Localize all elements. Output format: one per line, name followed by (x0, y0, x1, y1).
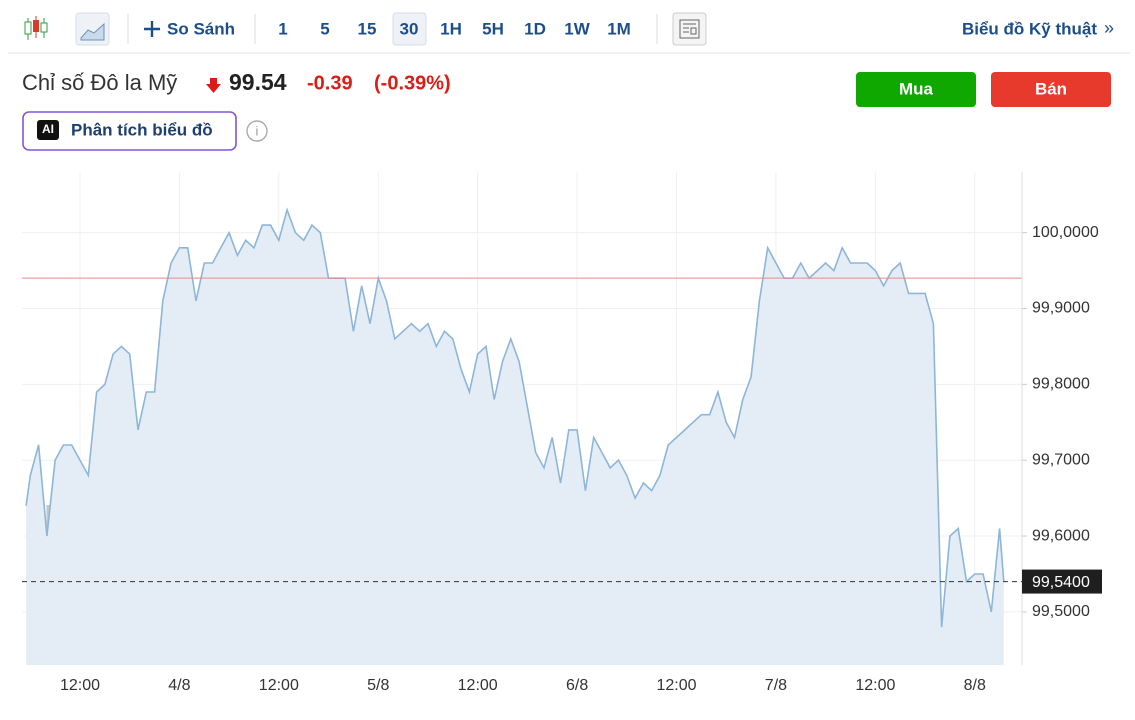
compare-button[interactable]: So Sánh (167, 19, 235, 38)
ai-button-label: Phân tích biểu đồ (71, 120, 213, 139)
interval-button[interactable]: 5H (482, 19, 504, 38)
buy-label: Mua (899, 79, 934, 98)
y-tick-label: 99,6000 (1032, 527, 1090, 544)
x-tick-label: 12:00 (656, 677, 696, 694)
news-icon-shape (679, 19, 700, 39)
interval-button[interactable]: 30 (400, 19, 419, 38)
x-tick-label: 12:00 (855, 677, 895, 694)
down-arrow (206, 78, 221, 93)
last-price-box (1022, 569, 1102, 594)
selected-interval (392, 12, 427, 46)
y-tick-label: 99,8000 (1032, 376, 1090, 393)
x-tick-label: 8/8 (964, 677, 986, 694)
x-tick-label: 12:00 (259, 677, 299, 694)
candle-icon[interactable] (24, 16, 48, 40)
sell-button[interactable] (991, 72, 1111, 107)
price-line (25, 207, 1005, 628)
plus-icon[interactable] (144, 21, 160, 37)
info-icon-text: i (256, 123, 259, 138)
info-icon[interactable] (246, 120, 268, 142)
change: -0.39 (307, 72, 353, 94)
x-tick-label: 12:00 (60, 677, 100, 694)
last-price-label: 99,5400 (1032, 574, 1090, 591)
x-tick-label: 7/8 (765, 677, 787, 694)
interval-button[interactable]: 1H (440, 19, 462, 38)
sell-label: Bán (1035, 79, 1067, 98)
y-tick-label: 99,7000 (1032, 451, 1090, 468)
icon-part (40, 22, 48, 33)
x-tick-label: 6/8 (566, 677, 588, 694)
area-fill (26, 209, 1004, 665)
interval-button[interactable]: 15 (358, 19, 377, 38)
interval-button[interactable]: 1 (278, 19, 287, 38)
y-tick-label: 99,5000 (1032, 603, 1090, 620)
change-percent: (-0.39%) (374, 72, 451, 94)
news-icon[interactable] (672, 12, 707, 46)
ai-button[interactable] (22, 111, 237, 151)
instrument-name: Chỉ số Đô la Mỹ (22, 70, 177, 95)
interval-button[interactable]: 1M (607, 19, 631, 38)
y-tick-label: 99,9000 (1032, 300, 1090, 317)
technical-link[interactable]: Biểu đồ Kỹ thuật (962, 19, 1097, 38)
interval-button[interactable]: 1D (524, 19, 546, 38)
y-tick-label: 100,0000 (1032, 224, 1099, 241)
interval-button[interactable]: 1W (564, 19, 590, 38)
x-tick-label: 4/8 (168, 677, 190, 694)
area-icon-shape (80, 22, 105, 41)
more-icon[interactable]: » (1104, 18, 1114, 38)
icon-part (33, 20, 39, 32)
interval-button[interactable]: 5 (320, 19, 329, 38)
x-tick-label: 5/8 (367, 677, 389, 694)
icon-part (24, 21, 32, 35)
x-tick-label: 12:00 (458, 677, 498, 694)
price: 99.54 (229, 69, 287, 95)
ai-badge-text: AI (42, 122, 54, 136)
buy-button[interactable] (856, 72, 976, 107)
chart: Investing.com12:004/812:005/812:006/812:… (22, 172, 1102, 694)
ai-badge (37, 120, 59, 140)
